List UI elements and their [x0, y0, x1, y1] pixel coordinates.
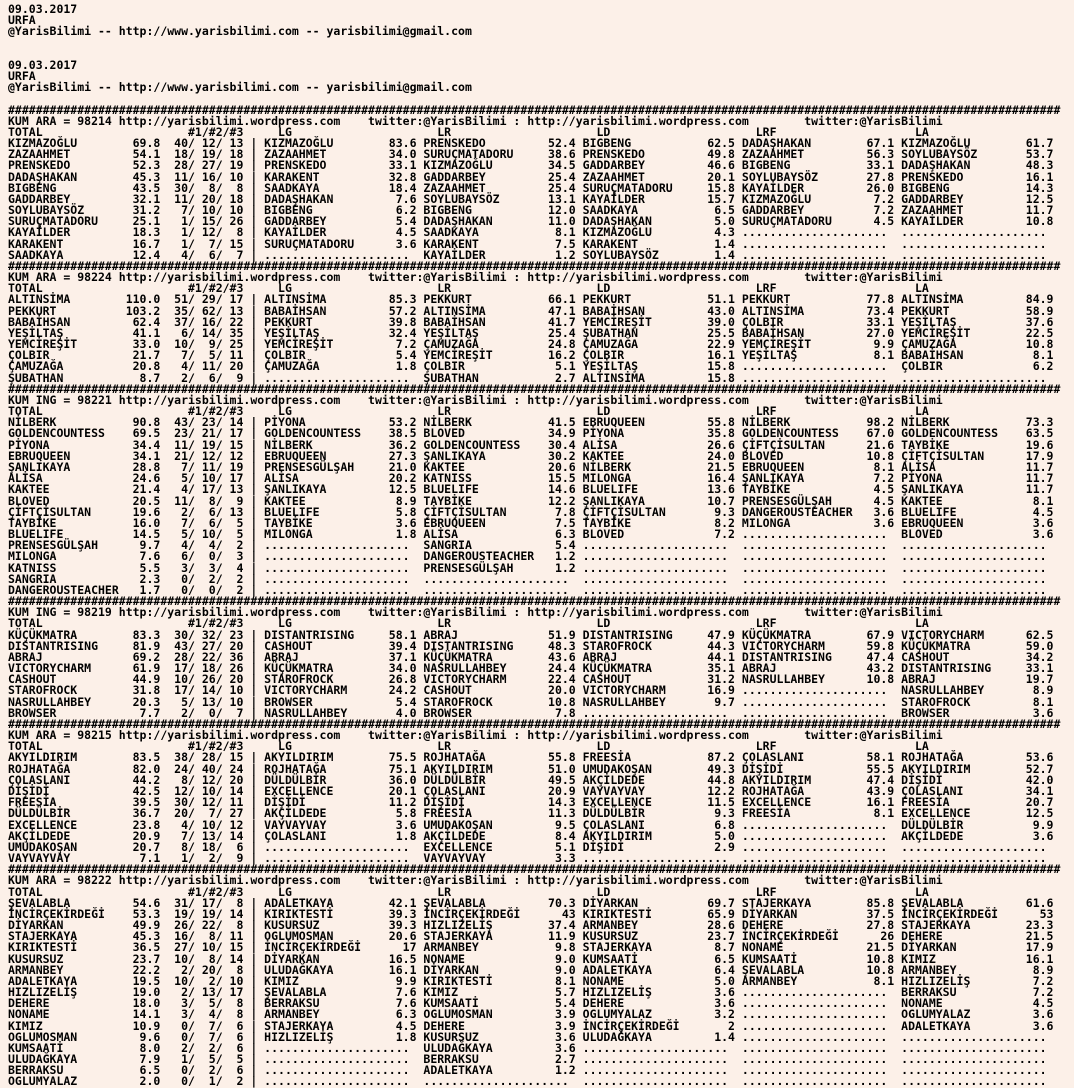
- race-section: ########################################…: [8, 102, 1061, 262]
- race-sections: ########################################…: [8, 102, 1074, 1088]
- report-city: URFA: [8, 13, 36, 28]
- report-date: 09.03.2017: [8, 2, 78, 16]
- race-section: ########################################…: [8, 716, 1061, 866]
- report-social-line: @YarisBilimi -- http://www.yarisbilimi.c…: [8, 80, 472, 95]
- blank-line: [8, 49, 1074, 60]
- report-date: 09.03.2017: [8, 57, 78, 72]
- page-header: 09.03.2017 URFA @YarisBilimi -- http://w…: [8, 2, 1074, 105]
- race-section: ########################################…: [8, 258, 1061, 385]
- race-section: ########################################…: [8, 381, 1061, 597]
- report-social-line: @YarisBilimi -- http://www.yarisbilimi.c…: [8, 24, 472, 39]
- race-section: ########################################…: [8, 862, 1061, 1088]
- report-city: URFA: [8, 69, 36, 83]
- blank-line: [8, 38, 1074, 49]
- race-section: ########################################…: [8, 594, 1061, 720]
